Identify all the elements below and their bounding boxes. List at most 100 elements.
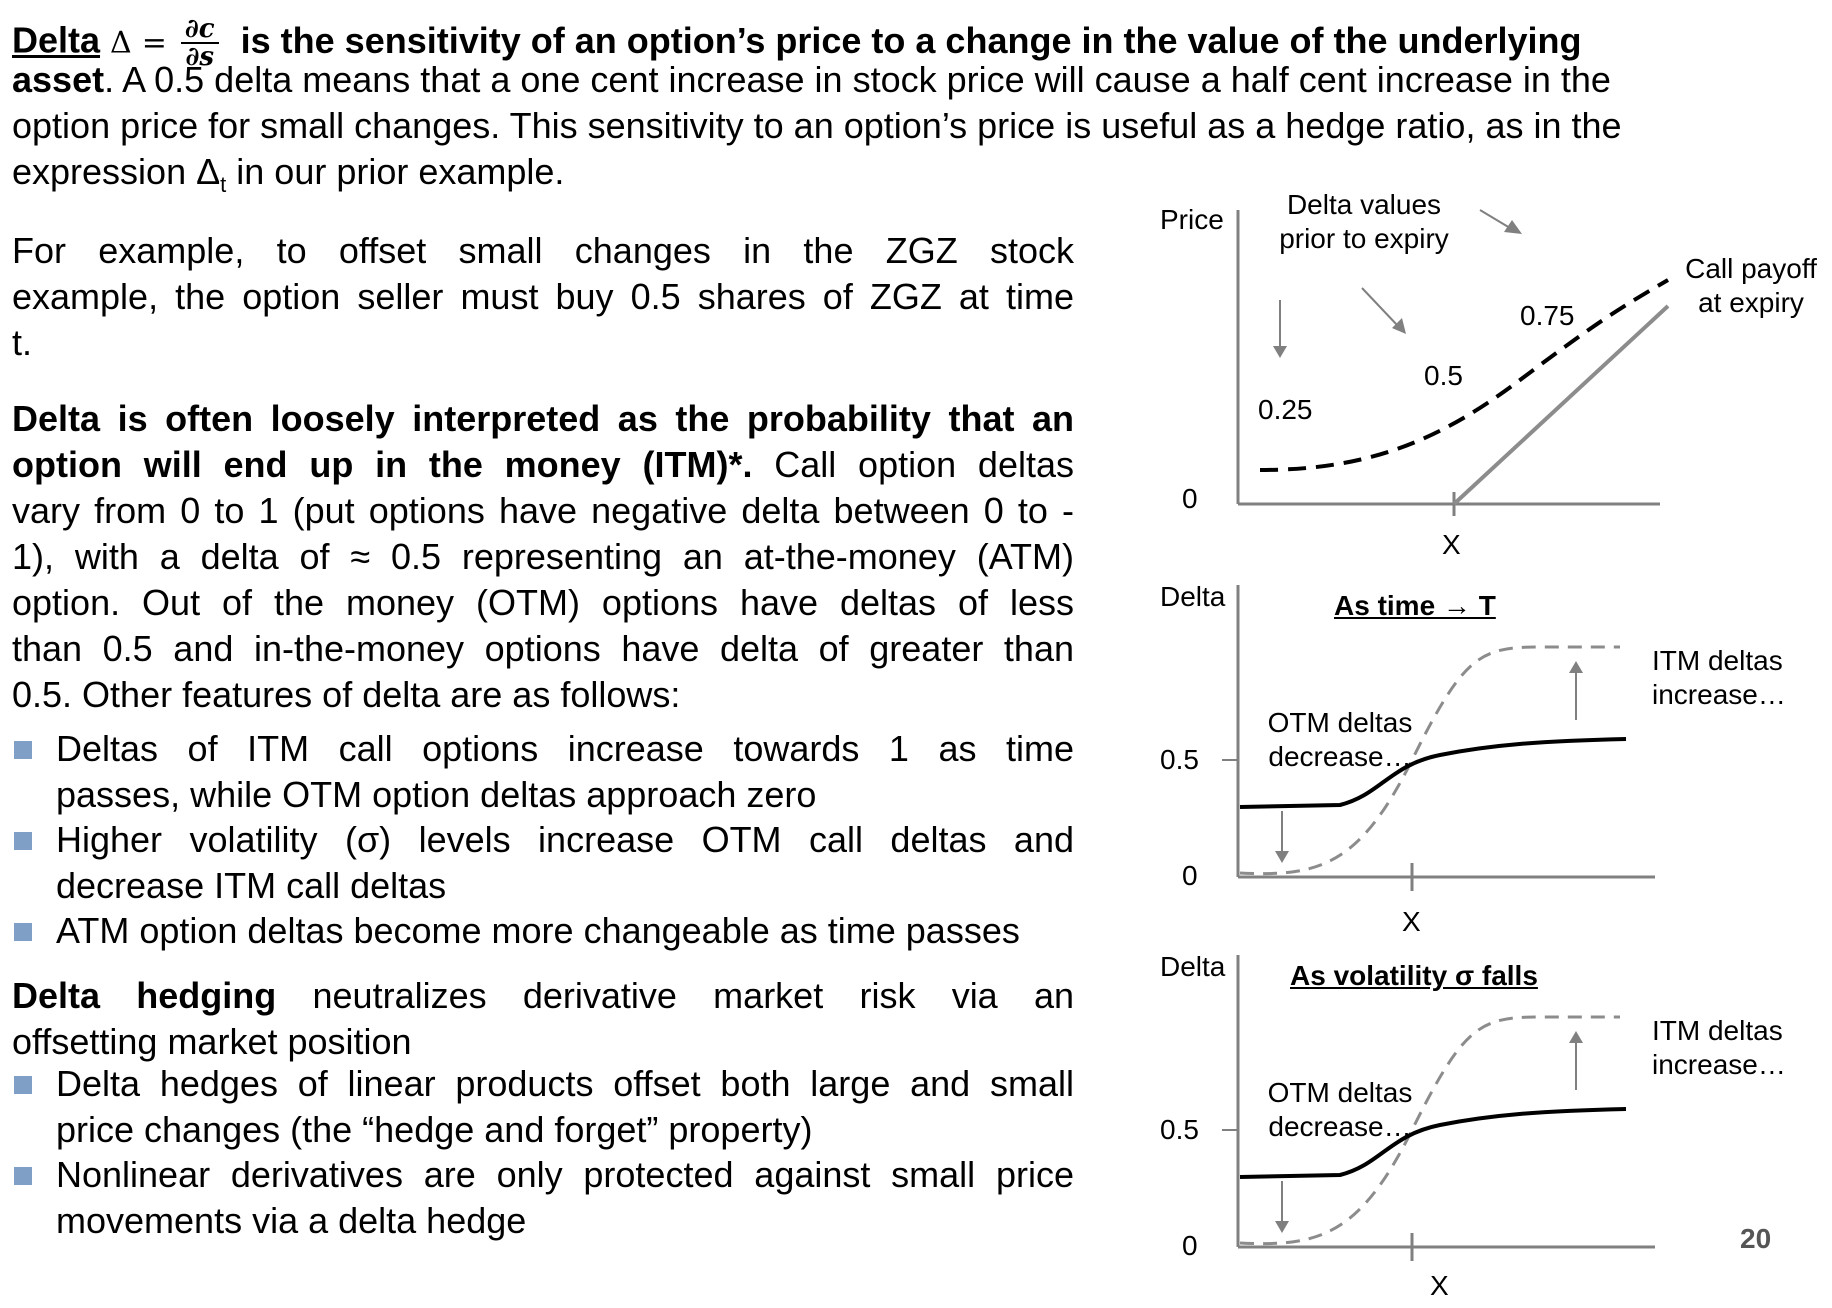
subscript-t: t xyxy=(220,172,227,197)
itm-line-1: ITM deltas xyxy=(1652,1015,1783,1046)
intro-line-2-text: . A 0.5 delta means that a one cent incr… xyxy=(104,59,1611,100)
interpretation-paragraph: Delta is often loosely interpreted as th… xyxy=(12,396,1074,718)
delta-term: Delta xyxy=(12,19,101,61)
price-axis-label: Price xyxy=(1160,204,1224,235)
chart2-title: As time → T xyxy=(1334,590,1496,621)
interpretation-bold-line: Delta is often loosely interpreted as th… xyxy=(12,398,1074,439)
feature-bullet-2: Higher volatility (σ) levels increase OT… xyxy=(56,817,1074,909)
page-number: 20 xyxy=(1740,1223,1772,1254)
hedging-paragraph: Delta hedging neutralizes derivative mar… xyxy=(12,973,1074,1065)
otm-line-1: OTM deltas xyxy=(1267,1077,1413,1108)
price-zero-label: 0 xyxy=(1182,483,1198,514)
intro-line-2: asset. A 0.5 delta means that a one cent… xyxy=(12,57,1611,103)
itm-line-1: ITM deltas xyxy=(1652,645,1783,676)
equals-sign: = xyxy=(141,25,167,61)
intro-bold-text: is the sensitivity of an option’s price … xyxy=(240,19,1582,61)
feature-3-line-1: ATM option deltas become more changeable… xyxy=(56,910,1020,951)
bullet-square xyxy=(14,1076,32,1094)
interpretation-line-2-rest: Call option deltas xyxy=(774,444,1074,485)
arrow-head xyxy=(1275,851,1289,863)
chart3-title: As volatility σ falls xyxy=(1290,960,1538,991)
delta-fraction: ∂c ∂s xyxy=(180,16,219,70)
call-payoff-label: Call payoff at expiry xyxy=(1676,252,1826,320)
arrow-head xyxy=(1275,1221,1289,1233)
hedging-bullet-2: Nonlinear derivatives are only protected… xyxy=(56,1152,1074,1244)
arrow-head xyxy=(1392,318,1406,334)
interpretation-line-7: 0.5. Other features of delta are as foll… xyxy=(12,674,681,715)
otm-line-1: OTM deltas xyxy=(1267,707,1413,738)
arrow-head xyxy=(1504,220,1522,234)
chart2-otm-label: OTM deltas decrease… xyxy=(1252,706,1428,774)
arrow-05 xyxy=(1361,287,1399,327)
bullet-square xyxy=(14,741,32,759)
chart2-zero-label: 0 xyxy=(1182,860,1198,891)
hedging-line-1: Delta hedging neutralizes derivative mar… xyxy=(12,973,1074,1019)
hedging-bullet-1: Delta hedges of linear products offset b… xyxy=(56,1061,1074,1153)
price-chart xyxy=(1236,209,1670,516)
annotation-line-1: Delta values xyxy=(1286,189,1442,220)
hedging-bullet-2-line-1: Nonlinear derivatives are only protected… xyxy=(56,1154,1074,1195)
example-line-3: t. xyxy=(12,322,33,363)
interpretation-bold-2: option will end up in the money (ITM)*. xyxy=(12,444,753,485)
feature-2-line-1: Higher volatility (σ) levels increase OT… xyxy=(56,819,1074,860)
arrow-head xyxy=(1273,346,1287,358)
delta-label-05: 0.5 xyxy=(1424,360,1463,391)
otm-line-2: decrease… xyxy=(1268,741,1412,772)
arrow-head xyxy=(1569,661,1583,673)
feature-1-line-1: Deltas of ITM call options increase towa… xyxy=(56,728,1074,769)
chart3-x-label: X xyxy=(1430,1270,1449,1301)
arrow-075 xyxy=(1479,209,1511,229)
feature-2-line-2: decrease ITM call deltas xyxy=(56,865,447,906)
feature-bullet-1: Deltas of ITM call options increase towa… xyxy=(56,726,1074,818)
chart2-itm-label: ITM deltas increase… xyxy=(1652,644,1786,712)
payoff-line-2: at expiry xyxy=(1698,287,1804,318)
bullet-square xyxy=(14,832,32,850)
delta-curve-current xyxy=(1239,1107,1627,1179)
call-payoff-line xyxy=(1452,304,1670,506)
delta-volatility-chart xyxy=(1222,955,1655,1261)
delta-time-chart xyxy=(1222,585,1655,891)
interpretation-line-6: than 0.5 and in-the-money options have d… xyxy=(12,628,1074,669)
hedging-bullet-2-line-2: movements via a delta hedge xyxy=(56,1200,527,1241)
delta-values-annotation: Delta values prior to expiry xyxy=(1264,188,1464,256)
feature-1-line-2: passes, while OTM option deltas approach… xyxy=(56,774,817,815)
feature-bullet-3: ATM option deltas become more changeable… xyxy=(56,908,1074,954)
delta-label-075: 0.75 xyxy=(1520,300,1575,331)
intro-line-4-pre: expression Δ xyxy=(12,151,221,192)
delta-symbol: Δ xyxy=(110,25,132,61)
delta-axis-label: Delta xyxy=(1160,951,1226,982)
payoff-line-1: Call payoff xyxy=(1685,253,1817,284)
chart2-half-label: 0.5 xyxy=(1160,744,1199,775)
example-line-1: For example, to offset small changes in … xyxy=(12,230,1074,271)
price-x-label: X xyxy=(1442,529,1461,560)
bullet-square xyxy=(14,1167,32,1185)
interpretation-line-5: option. Out of the money (OTM) options h… xyxy=(12,582,1074,623)
hedging-line-2: offsetting market position xyxy=(12,1021,412,1062)
itm-line-2: increase… xyxy=(1652,1049,1786,1080)
interpretation-line-3: vary from 0 to 1 (put options have negat… xyxy=(12,490,1074,531)
delta-axis-label: Delta xyxy=(1160,581,1226,612)
interpretation-line-2: option will end up in the money (ITM)*. … xyxy=(12,442,1074,488)
chart3-otm-label: OTM deltas decrease… xyxy=(1252,1076,1428,1144)
example-line-2: example, the option seller must buy 0.5 … xyxy=(12,276,1074,317)
delta-hedging-term: Delta hedging xyxy=(12,975,277,1016)
option-value-curve xyxy=(1259,278,1670,472)
chart3-half-label: 0.5 xyxy=(1160,1114,1199,1145)
chart3-zero-label: 0 xyxy=(1182,1230,1198,1261)
delta-label-025: 0.25 xyxy=(1258,394,1313,425)
intro-line-3: option price for small changes. This sen… xyxy=(12,105,1622,146)
itm-line-2: increase… xyxy=(1652,679,1786,710)
fraction-numerator: ∂c xyxy=(180,16,219,44)
delta-curve-current xyxy=(1239,737,1627,809)
chart3-itm-label: ITM deltas increase… xyxy=(1652,1014,1786,1082)
chart2-x-label: X xyxy=(1402,906,1421,937)
intro-line-1: Delta Δ = ∂c ∂s is the sensitivity of an… xyxy=(12,16,1582,70)
example-paragraph: For example, to offset small changes in … xyxy=(12,228,1074,366)
intro-line-4: expression Δt in our prior example. xyxy=(12,149,564,208)
intro-line-4-post: in our prior example. xyxy=(226,151,565,192)
hedging-bullet-1-line-1: Delta hedges of linear products offset b… xyxy=(56,1063,1074,1104)
otm-line-2: decrease… xyxy=(1268,1111,1412,1142)
asset-word: asset xyxy=(12,59,105,100)
hedging-line-1-rest: neutralizes derivative market risk via a… xyxy=(276,975,1075,1016)
annotation-line-2: prior to expiry xyxy=(1279,223,1449,254)
